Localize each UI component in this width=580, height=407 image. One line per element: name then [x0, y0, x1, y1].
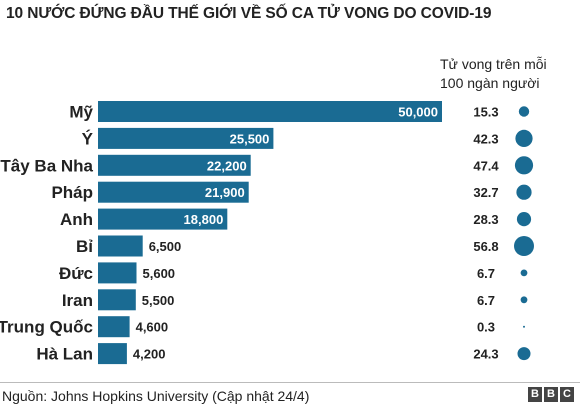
bar-value-label: 25,500: [230, 131, 270, 146]
bar: [98, 289, 136, 311]
rate-dot: [520, 296, 528, 304]
rate-dot: [515, 129, 533, 147]
rate-value-label: 56.8: [473, 239, 498, 254]
bar: [98, 262, 137, 284]
bar-value-label: 22,200: [207, 158, 247, 173]
bar: [98, 154, 251, 176]
rate-dot: [514, 156, 534, 175]
bar-value-label: 50,000: [398, 105, 438, 120]
bbc-logo: B B C: [528, 387, 574, 402]
bar-value-label: 21,900: [205, 185, 245, 200]
rate-dot: [520, 269, 528, 277]
rate-dot: [517, 347, 531, 361]
rate-dot: [518, 106, 530, 117]
bar-value-label: 6,500: [149, 239, 182, 254]
rate-dot: [523, 325, 525, 328]
chart-title: 10 NƯỚC ĐỨNG ĐẦU THẾ GIỚI VỀ SỐ CA TỬ VO…: [6, 5, 492, 22]
rate-value-label: 0.3: [477, 320, 495, 335]
bar-value-label: 5,600: [143, 266, 176, 281]
bar: [98, 235, 143, 257]
rate-dot: [516, 184, 532, 200]
category-label: Iran: [62, 291, 93, 310]
logo-letter: C: [560, 387, 574, 402]
rate-value-label: 6.7: [477, 293, 495, 308]
bar-value-label: 18,800: [184, 212, 224, 227]
rate-value-label: 32.7: [473, 185, 498, 200]
source-note: Nguồn: Johns Hopkins University (Cập nhậ…: [2, 388, 310, 404]
rate-header-line-2: 100 ngàn người: [440, 75, 540, 91]
category-label: Ý: [82, 129, 94, 148]
category-label: Anh: [60, 210, 93, 229]
rate-value-label: 6.7: [477, 266, 495, 281]
bar: [98, 181, 249, 203]
category-label: Pháp: [51, 183, 93, 202]
logo-letter: B: [544, 387, 558, 402]
rate-column-header: Tử vong trên mỗi 100 ngàn người: [440, 55, 570, 93]
rate-value-label: 42.3: [473, 131, 498, 146]
bar: [98, 208, 228, 230]
bar: [98, 316, 130, 338]
rate-value-label: 28.3: [473, 212, 498, 227]
category-label: Bỉ: [76, 237, 93, 256]
bar-value-label: 4,200: [133, 347, 166, 362]
rate-value-label: 47.4: [473, 158, 499, 173]
category-label: Trung Quốc: [0, 318, 93, 337]
bar-value-label: 4,600: [136, 320, 169, 335]
category-label: Tây Ba Nha: [0, 156, 93, 175]
bar: [98, 343, 127, 365]
logo-letter: B: [528, 387, 542, 402]
bar: [98, 127, 274, 149]
rate-value-label: 24.3: [473, 347, 498, 362]
category-label: Hà Lan: [36, 345, 93, 364]
rate-header-line-1: Tử vong trên mỗi: [440, 56, 547, 72]
rate-dot: [516, 212, 532, 227]
bar: [98, 101, 442, 122]
bar-chart: Mỹ 50,000 15.3 Ý 25,500 42.3 Tây Ba Nha 22,200 4…: [0, 101, 534, 365]
rate-dot: [514, 236, 534, 256]
category-label: Đức: [59, 264, 93, 283]
bar-value-label: 5,500: [142, 293, 175, 308]
category-label: Mỹ: [69, 103, 93, 122]
rate-value-label: 15.3: [473, 105, 498, 120]
source-divider: [0, 382, 580, 383]
